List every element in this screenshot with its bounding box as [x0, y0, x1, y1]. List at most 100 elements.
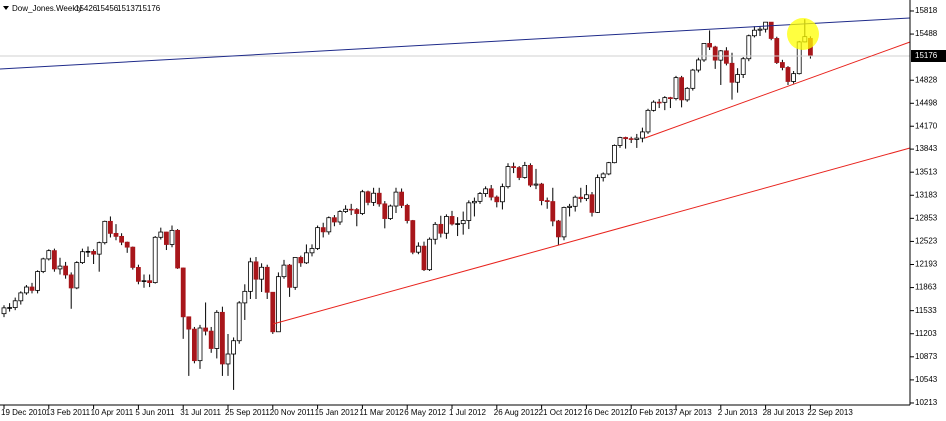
candle-body: [780, 62, 785, 68]
x-tick-label: 13 Feb 2011: [46, 408, 91, 417]
candle-body: [533, 183, 539, 186]
candle-body: [404, 205, 410, 221]
candle-body: [348, 208, 354, 211]
candle-body: [191, 328, 197, 362]
candle-body: [35, 271, 40, 291]
candle-body: [729, 62, 735, 83]
candle-body: [673, 77, 679, 100]
candle-body: [147, 280, 153, 284]
header-high: 15456: [96, 4, 119, 13]
candle-body: [270, 291, 276, 333]
candle-body: [108, 220, 113, 234]
candle-body: [85, 251, 91, 253]
candle-body: [438, 223, 444, 234]
y-tick-label: 14828: [915, 75, 938, 84]
candle-body: [203, 327, 209, 332]
candle-body: [382, 203, 388, 219]
candle-body: [91, 251, 96, 255]
candle-body: [516, 167, 522, 178]
candle-body: [684, 87, 690, 101]
candle-body: [651, 101, 656, 111]
candle-body: [141, 280, 147, 282]
y-tick-label: 15488: [915, 29, 938, 38]
y-tick-label: 14170: [915, 121, 938, 130]
candle-body: [130, 246, 136, 268]
y-tick-label: 11203: [915, 329, 937, 338]
candle-body: [247, 261, 253, 292]
candle-body: [275, 276, 281, 333]
candle-body: [303, 252, 309, 264]
y-tick-label: 15818: [915, 6, 938, 15]
y-tick-label: 13843: [915, 144, 938, 153]
candle-body: [449, 216, 455, 225]
x-tick-label: 25 Sep 2011: [225, 408, 270, 417]
candle-body: [679, 77, 684, 101]
candle-body: [757, 28, 763, 31]
candle-body: [612, 145, 617, 164]
x-tick-label: 11 Mar 2012: [359, 408, 404, 417]
candle-body: [18, 292, 24, 302]
candle-body: [113, 232, 119, 237]
x-tick-label: 19 Dec 2010: [1, 408, 47, 417]
mid-trendline: [644, 41, 911, 139]
candle-body: [662, 97, 668, 103]
candle-body: [477, 193, 483, 202]
y-tick-label: 14498: [915, 98, 938, 107]
x-tick-label: 31 Jul 2011: [180, 408, 221, 417]
candle-body: [292, 257, 298, 288]
candle-body: [102, 220, 108, 244]
candle-body: [281, 264, 287, 278]
candle-body: [640, 131, 645, 139]
candle-body: [617, 137, 623, 146]
candle-body: [427, 238, 433, 271]
candle-body: [135, 267, 141, 282]
candle-body: [326, 217, 332, 233]
candle-body: [522, 164, 528, 178]
x-tick-label: 2 Jun 2013: [718, 408, 758, 417]
menu-arrow[interactable]: [3, 6, 9, 10]
candle-body: [320, 227, 326, 233]
candle-body: [505, 166, 511, 188]
candle-body: [718, 50, 724, 61]
candle-body: [567, 205, 572, 208]
x-tick-label: 7 Apr 2013: [673, 408, 712, 417]
candle-body: [315, 227, 321, 249]
y-tick-label: 10543: [915, 375, 938, 384]
candle-body: [264, 266, 270, 293]
candle-body: [80, 251, 85, 264]
current-price-box: [911, 50, 946, 62]
candle-body: [152, 236, 158, 284]
candle-body: [1, 307, 7, 315]
candle-body: [483, 188, 489, 194]
candle-body: [259, 266, 265, 280]
candle-body: [354, 209, 360, 214]
candle-body: [46, 250, 52, 260]
y-tick-label: 10213: [915, 398, 938, 407]
candle-body: [52, 250, 57, 270]
x-tick-label: 22 Sep 2013: [807, 408, 853, 417]
y-tick-label: 12193: [915, 260, 938, 269]
y-tick-label: 12523: [915, 237, 938, 246]
candle-body: [707, 43, 712, 48]
candle-body: [460, 220, 466, 225]
candle-body: [163, 231, 169, 245]
candle-body: [696, 59, 701, 71]
y-tick-label: 11863: [915, 283, 937, 292]
candle-body: [253, 261, 259, 280]
candle-body: [180, 267, 186, 318]
candle-body: [690, 69, 696, 89]
x-tick-label: 15 Jan 2012: [315, 408, 360, 417]
candle-body: [746, 35, 752, 60]
candle-body: [74, 262, 80, 289]
candle-body: [511, 166, 517, 168]
candle-body: [443, 216, 449, 234]
x-tick-label: 6 May 2012: [404, 408, 446, 417]
x-tick-label: 16 Dec 2012: [583, 408, 629, 417]
candle-body: [471, 200, 477, 204]
candle-body: [768, 21, 774, 39]
candle-body: [634, 137, 640, 140]
x-tick-label: 10 Feb 2013: [628, 408, 673, 417]
x-tick-label: 20 Nov 2011: [270, 408, 315, 417]
